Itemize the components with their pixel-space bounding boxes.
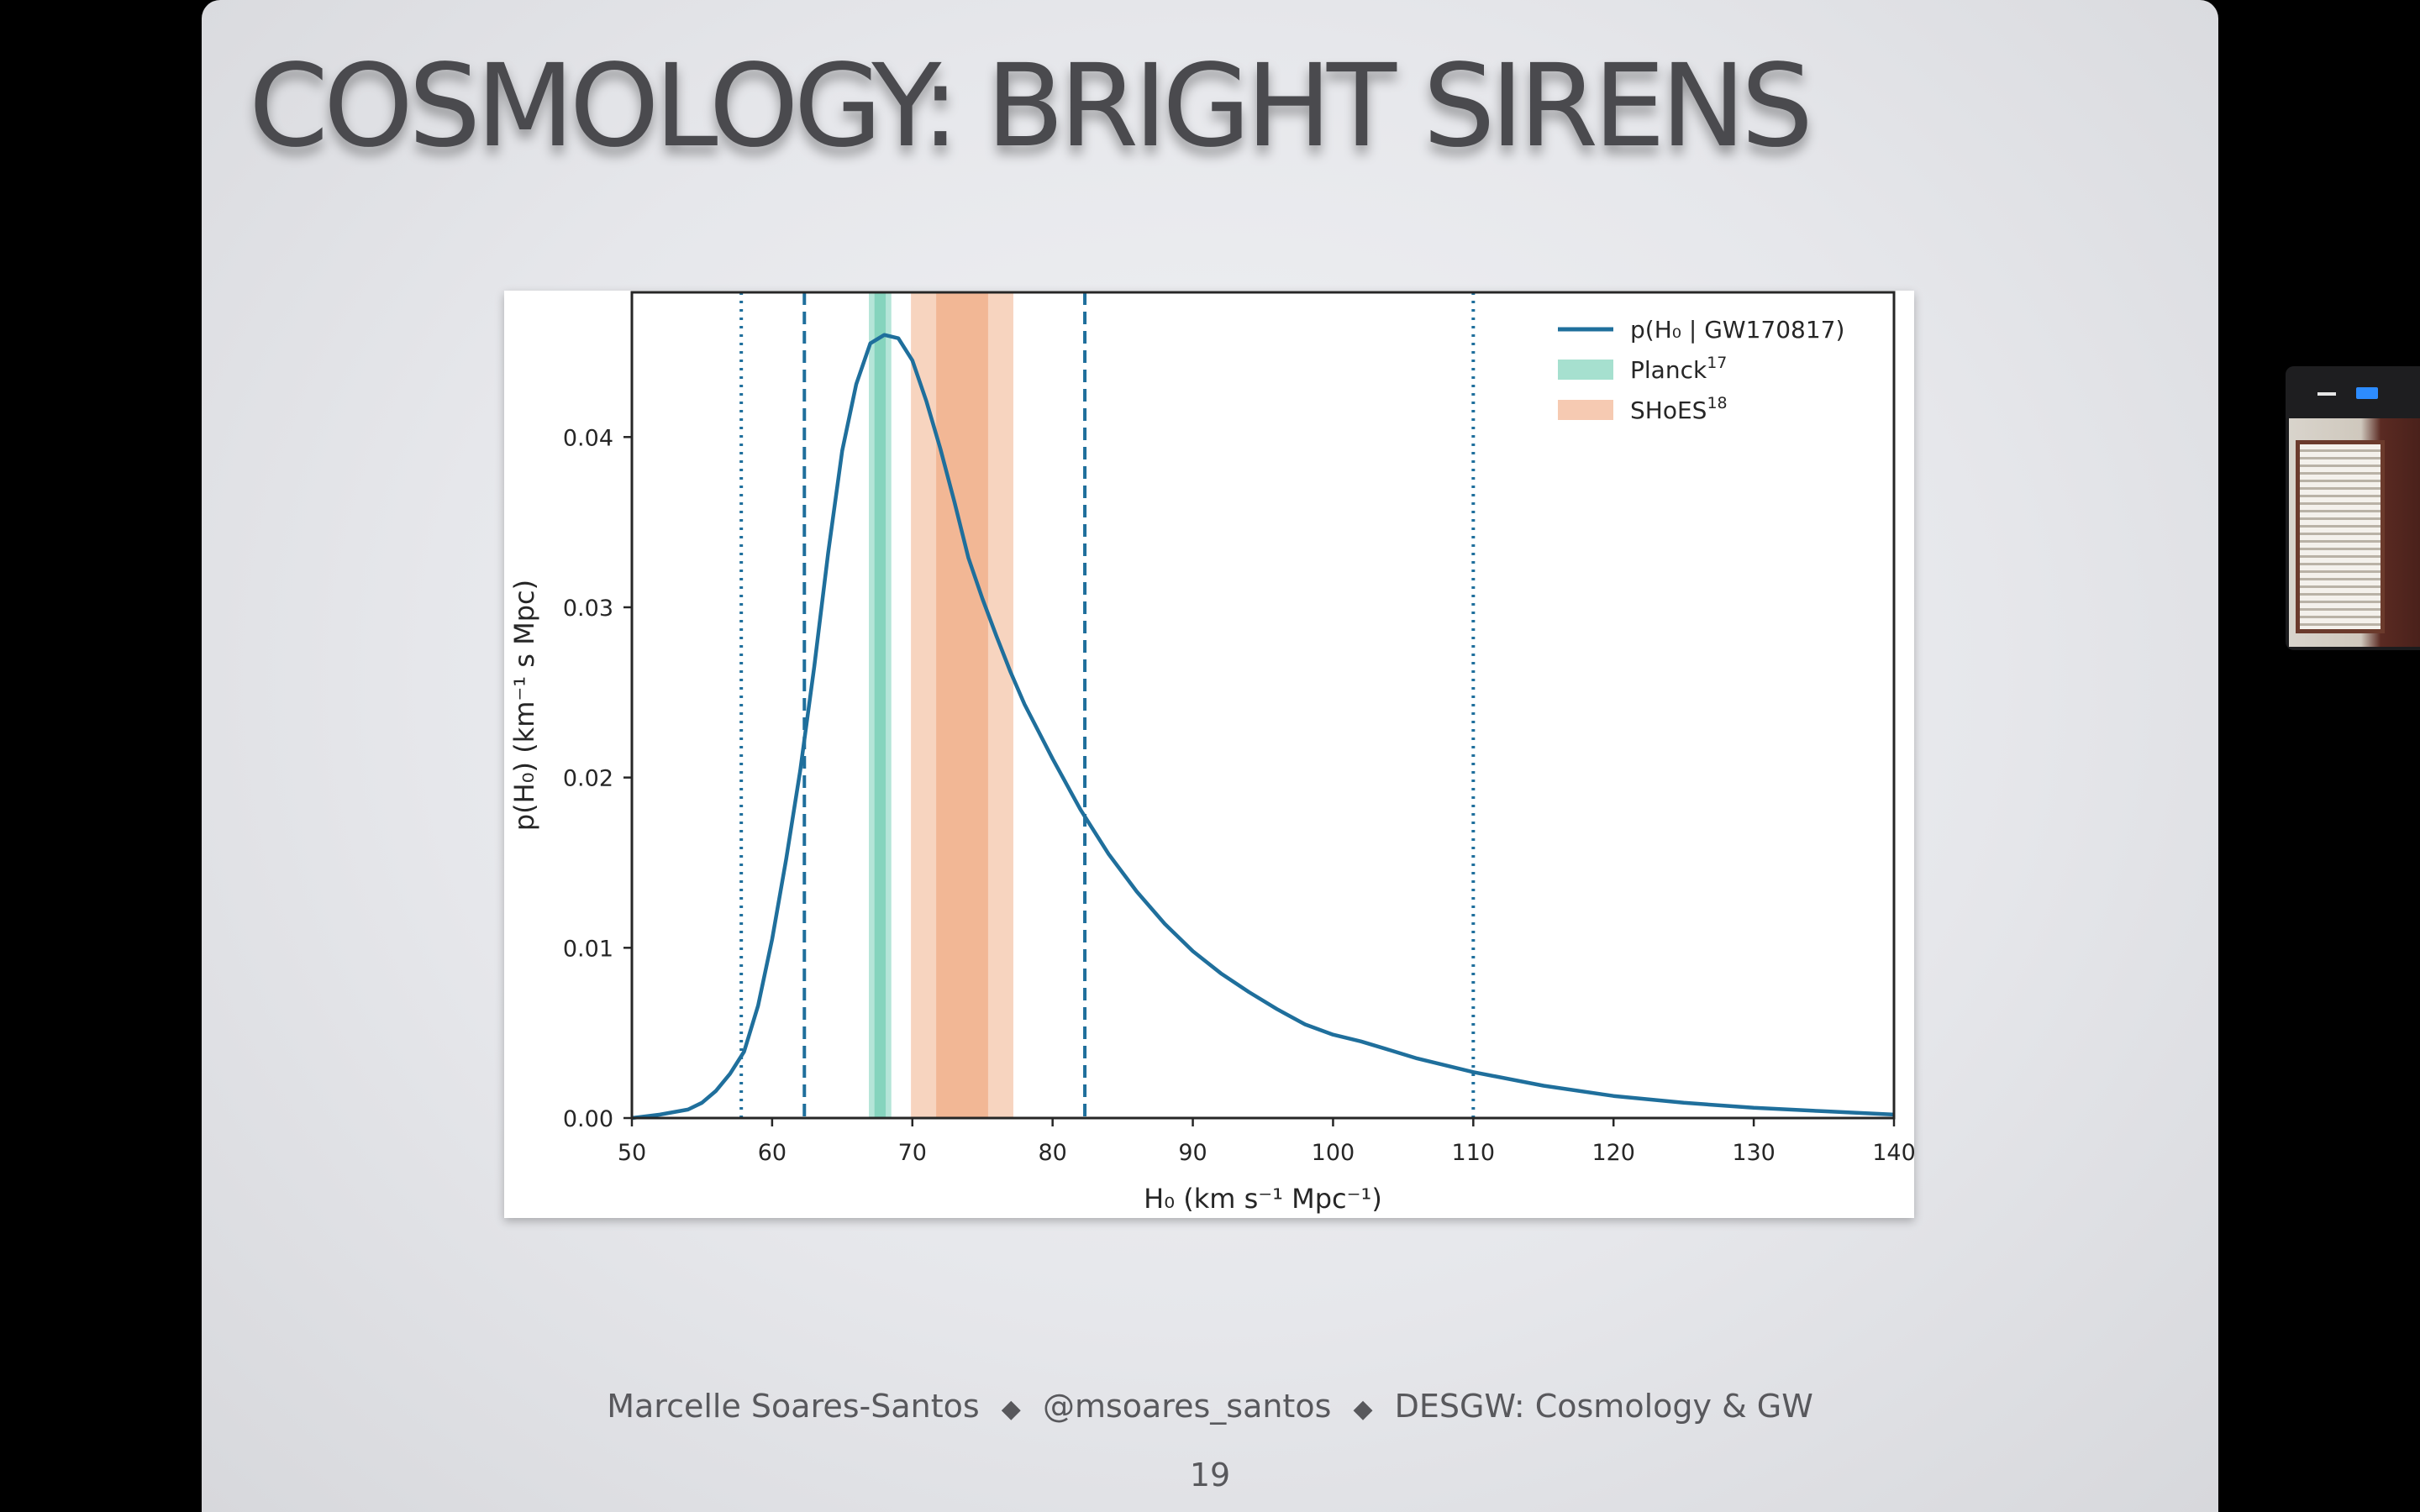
x-tick-label-50: 50 (618, 1140, 646, 1166)
video-panel-toolbar (2286, 366, 2420, 418)
footer-separator-1: ◆ (1001, 1394, 1021, 1424)
footer-author: Marcelle Soares-Santos (607, 1388, 980, 1425)
h0-posterior-figure: 50 60 70 80 90 100 110 120 130 140 0.00 0.01 0.02 0.0… (504, 291, 1914, 1218)
minimize-icon[interactable] (2317, 392, 2336, 396)
x-tick-label-120: 120 (1591, 1140, 1635, 1166)
x-tick-label-130: 130 (1732, 1140, 1776, 1166)
x-tick-label-70: 70 (898, 1140, 927, 1166)
participant-video[interactable] (2289, 418, 2420, 647)
plot-frame (630, 291, 1896, 1120)
series-line-0 (631, 333, 1895, 1121)
x-tick-label-110: 110 (1452, 1140, 1496, 1166)
footer-separator-2: ◆ (1353, 1394, 1373, 1424)
legend-label-band-1: SHoES18 (1630, 394, 1728, 424)
video-thumbnail-panel[interactable] (2286, 366, 2420, 650)
y-tick-label-2: 0.02 (563, 766, 613, 792)
x-tick-label-140: 140 (1872, 1140, 1914, 1166)
x-tick-label-80: 80 (1038, 1140, 1066, 1166)
y-tick-label-0: 0.00 (563, 1106, 613, 1132)
y-axis-title: p(H₀) (km⁻¹ s Mpc) (508, 580, 540, 831)
legend-label-band-0: Planck17 (1630, 354, 1727, 384)
x-tick-label-100: 100 (1312, 1140, 1355, 1166)
y-tick-label-4: 0.04 (563, 425, 613, 451)
window-blinds-image (2296, 440, 2385, 633)
y-tick-label-1: 0.01 (563, 936, 613, 962)
x-tick-label-60: 60 (758, 1140, 786, 1166)
footer-event: DESGW: Cosmology & GW (1394, 1388, 1813, 1425)
legend-swatch-1 (1558, 400, 1613, 420)
presentation-slide: COSMOLOGY: BRIGHT SIRENS 50 60 70 80 90 100 11… (202, 0, 2218, 1512)
band-inner-1 (936, 292, 988, 1118)
band-inner-0 (874, 292, 886, 1118)
legend-label-0: p(H₀ | GW170817) (1630, 316, 1844, 344)
y-tick-label-3: 0.03 (563, 596, 613, 622)
slide-page-number: 19 (1189, 1457, 1231, 1494)
x-tick-label-90: 90 (1178, 1140, 1207, 1166)
x-axis-title: H₀ (km s⁻¹ Mpc⁻¹) (1144, 1183, 1382, 1215)
slide-footer: Marcelle Soares-Santos ◆ @msoares_santos… (202, 1388, 2218, 1425)
expand-icon[interactable] (2356, 387, 2378, 399)
h0-posterior-chart: 50 60 70 80 90 100 110 120 130 140 0.00 0.01 0.02 0.0… (508, 291, 1914, 1215)
legend-swatch-0 (1558, 360, 1613, 380)
footer-handle: @msoares_santos (1042, 1388, 1332, 1425)
slide-title: COSMOLOGY: BRIGHT SIRENS (249, 40, 1813, 173)
